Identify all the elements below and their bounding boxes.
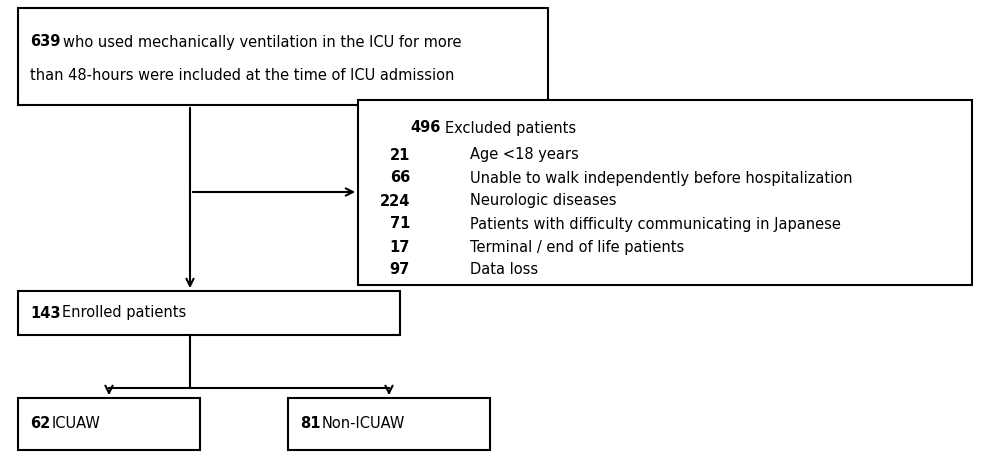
Text: Data loss: Data loss (470, 262, 538, 278)
Text: than 48-hours were included at the time of ICU admission: than 48-hours were included at the time … (30, 68, 455, 84)
Bar (18, 8, 548, 105)
Text: Excluded patients: Excluded patients (445, 121, 576, 135)
Text: ICUAW: ICUAW (52, 417, 101, 432)
Text: 62: 62 (30, 417, 50, 432)
Text: 66: 66 (389, 170, 410, 186)
Text: 17: 17 (389, 239, 410, 255)
Text: Non-ICUAW: Non-ICUAW (322, 417, 405, 432)
Bar (288, 398, 490, 450)
Text: Enrolled patients: Enrolled patients (62, 305, 186, 321)
Text: Unable to walk independently before hospitalization: Unable to walk independently before hosp… (470, 170, 853, 186)
Text: 97: 97 (389, 262, 410, 278)
Text: who used mechanically ventilation in the ICU for more: who used mechanically ventilation in the… (63, 35, 461, 49)
Text: Age <18 years: Age <18 years (470, 147, 579, 163)
Text: 224: 224 (380, 194, 410, 208)
Bar (18, 291, 400, 335)
Bar (18, 398, 200, 450)
Text: Patients with difficulty communicating in Japanese: Patients with difficulty communicating i… (470, 217, 841, 231)
Text: Terminal / end of life patients: Terminal / end of life patients (470, 239, 684, 255)
Text: Neurologic diseases: Neurologic diseases (470, 194, 616, 208)
Bar (358, 100, 972, 285)
Text: 71: 71 (389, 217, 410, 231)
Text: 81: 81 (300, 417, 320, 432)
Text: 639: 639 (30, 35, 60, 49)
Text: 496: 496 (410, 121, 441, 135)
Text: 21: 21 (389, 147, 410, 163)
Text: 143: 143 (30, 305, 60, 321)
